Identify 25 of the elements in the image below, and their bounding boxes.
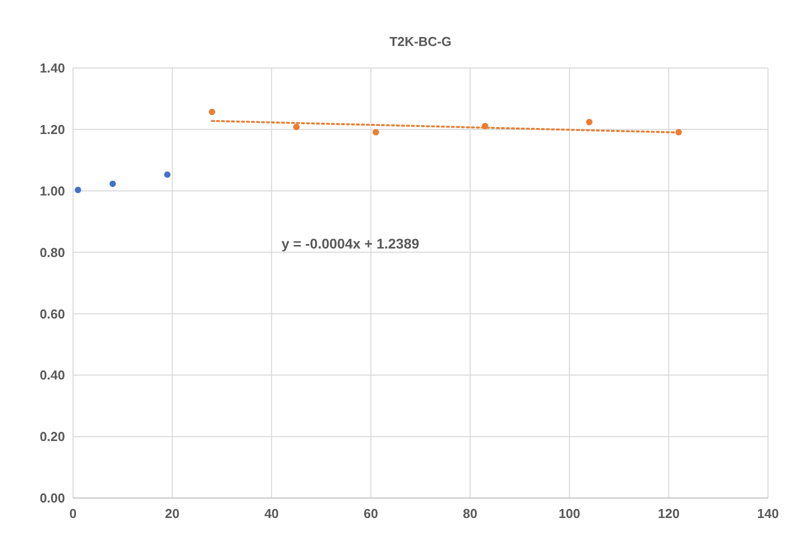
point [293,124,300,130]
point [208,108,216,116]
point [164,171,171,178]
y-tick-label: 0.60 [40,306,65,322]
point [586,118,592,126]
point [110,180,116,187]
y-tick-label: 0.20 [40,429,65,444]
y-tick-label: 1.00 [40,183,65,198]
x-tick-label: 140 [757,506,779,521]
y-tick-label: 0.80 [40,244,65,260]
x-tick-label: 20 [165,506,180,521]
chart-title: T2K-BC-G [389,34,452,49]
y-tick-label: 0.40 [40,368,65,383]
x-tick-label: 120 [658,506,680,521]
point [74,186,82,194]
x-tick-label: 100 [558,506,580,521]
y-tick-label: 1.20 [40,122,65,137]
x-tick-label: 0 [69,506,77,521]
x-tick-label: 40 [264,506,279,521]
x-tick-label: 80 [462,506,478,521]
y-tick-label: 0.00 [40,490,65,506]
point [372,128,380,136]
annotation: y = -0.0004x + 1.2389 [282,236,420,252]
x-tick-label: 60 [364,506,378,521]
y-tick-label: 1.40 [40,60,65,76]
